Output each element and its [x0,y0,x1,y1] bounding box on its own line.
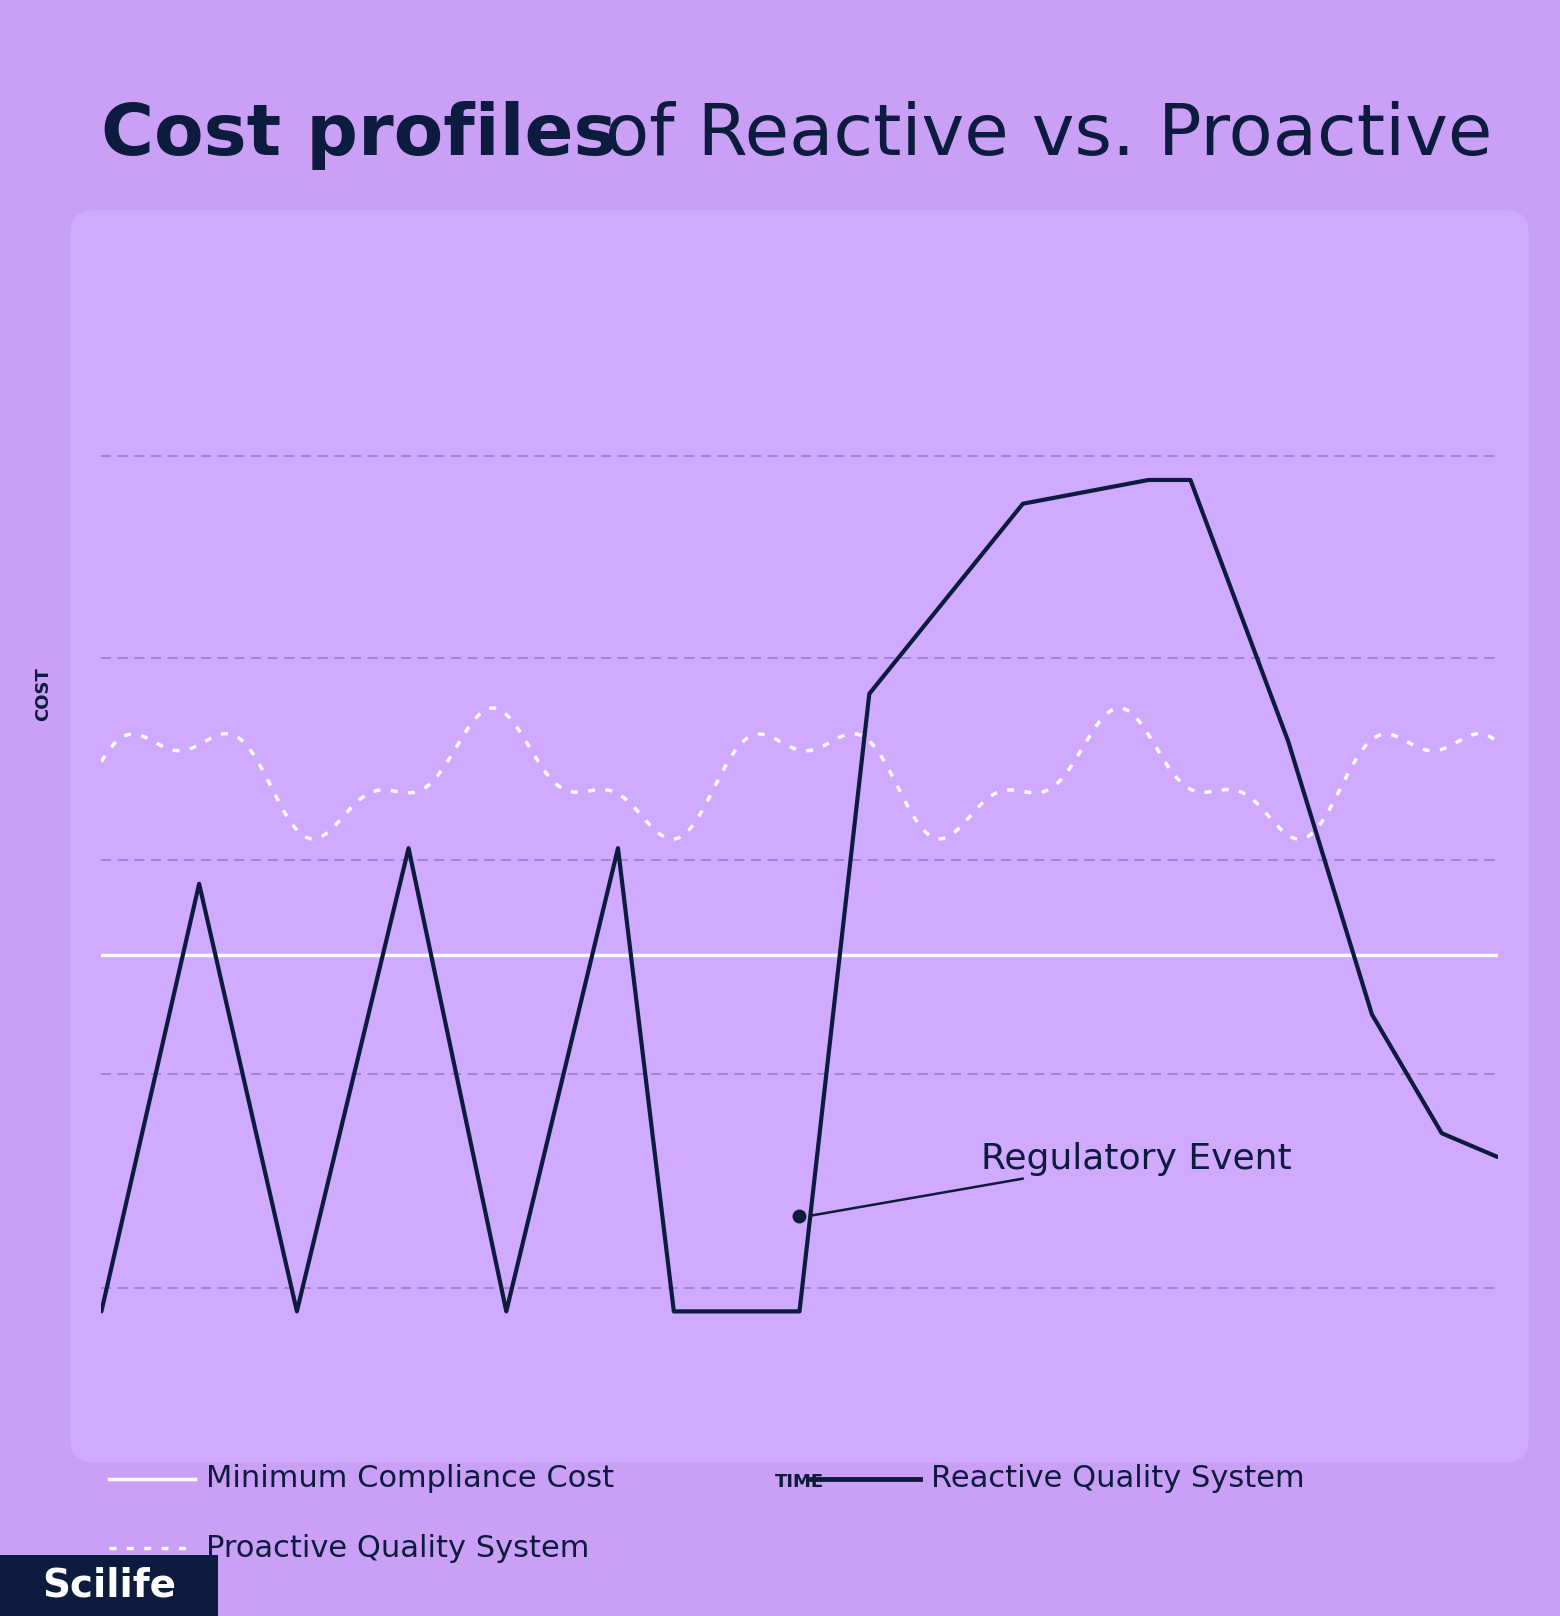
Text: Regulatory Event: Regulatory Event [811,1143,1292,1215]
Text: Cost profiles: Cost profiles [101,100,616,170]
Text: Minimum Compliance Cost: Minimum Compliance Cost [206,1464,615,1493]
Text: of Reactive vs. Proactive: of Reactive vs. Proactive [582,100,1493,170]
Text: Reactive Quality System: Reactive Quality System [931,1464,1306,1493]
Text: Scilife: Scilife [42,1566,176,1605]
Text: TIME: TIME [775,1472,824,1492]
Text: COST: COST [34,667,51,721]
Text: Proactive Quality System: Proactive Quality System [206,1534,590,1563]
